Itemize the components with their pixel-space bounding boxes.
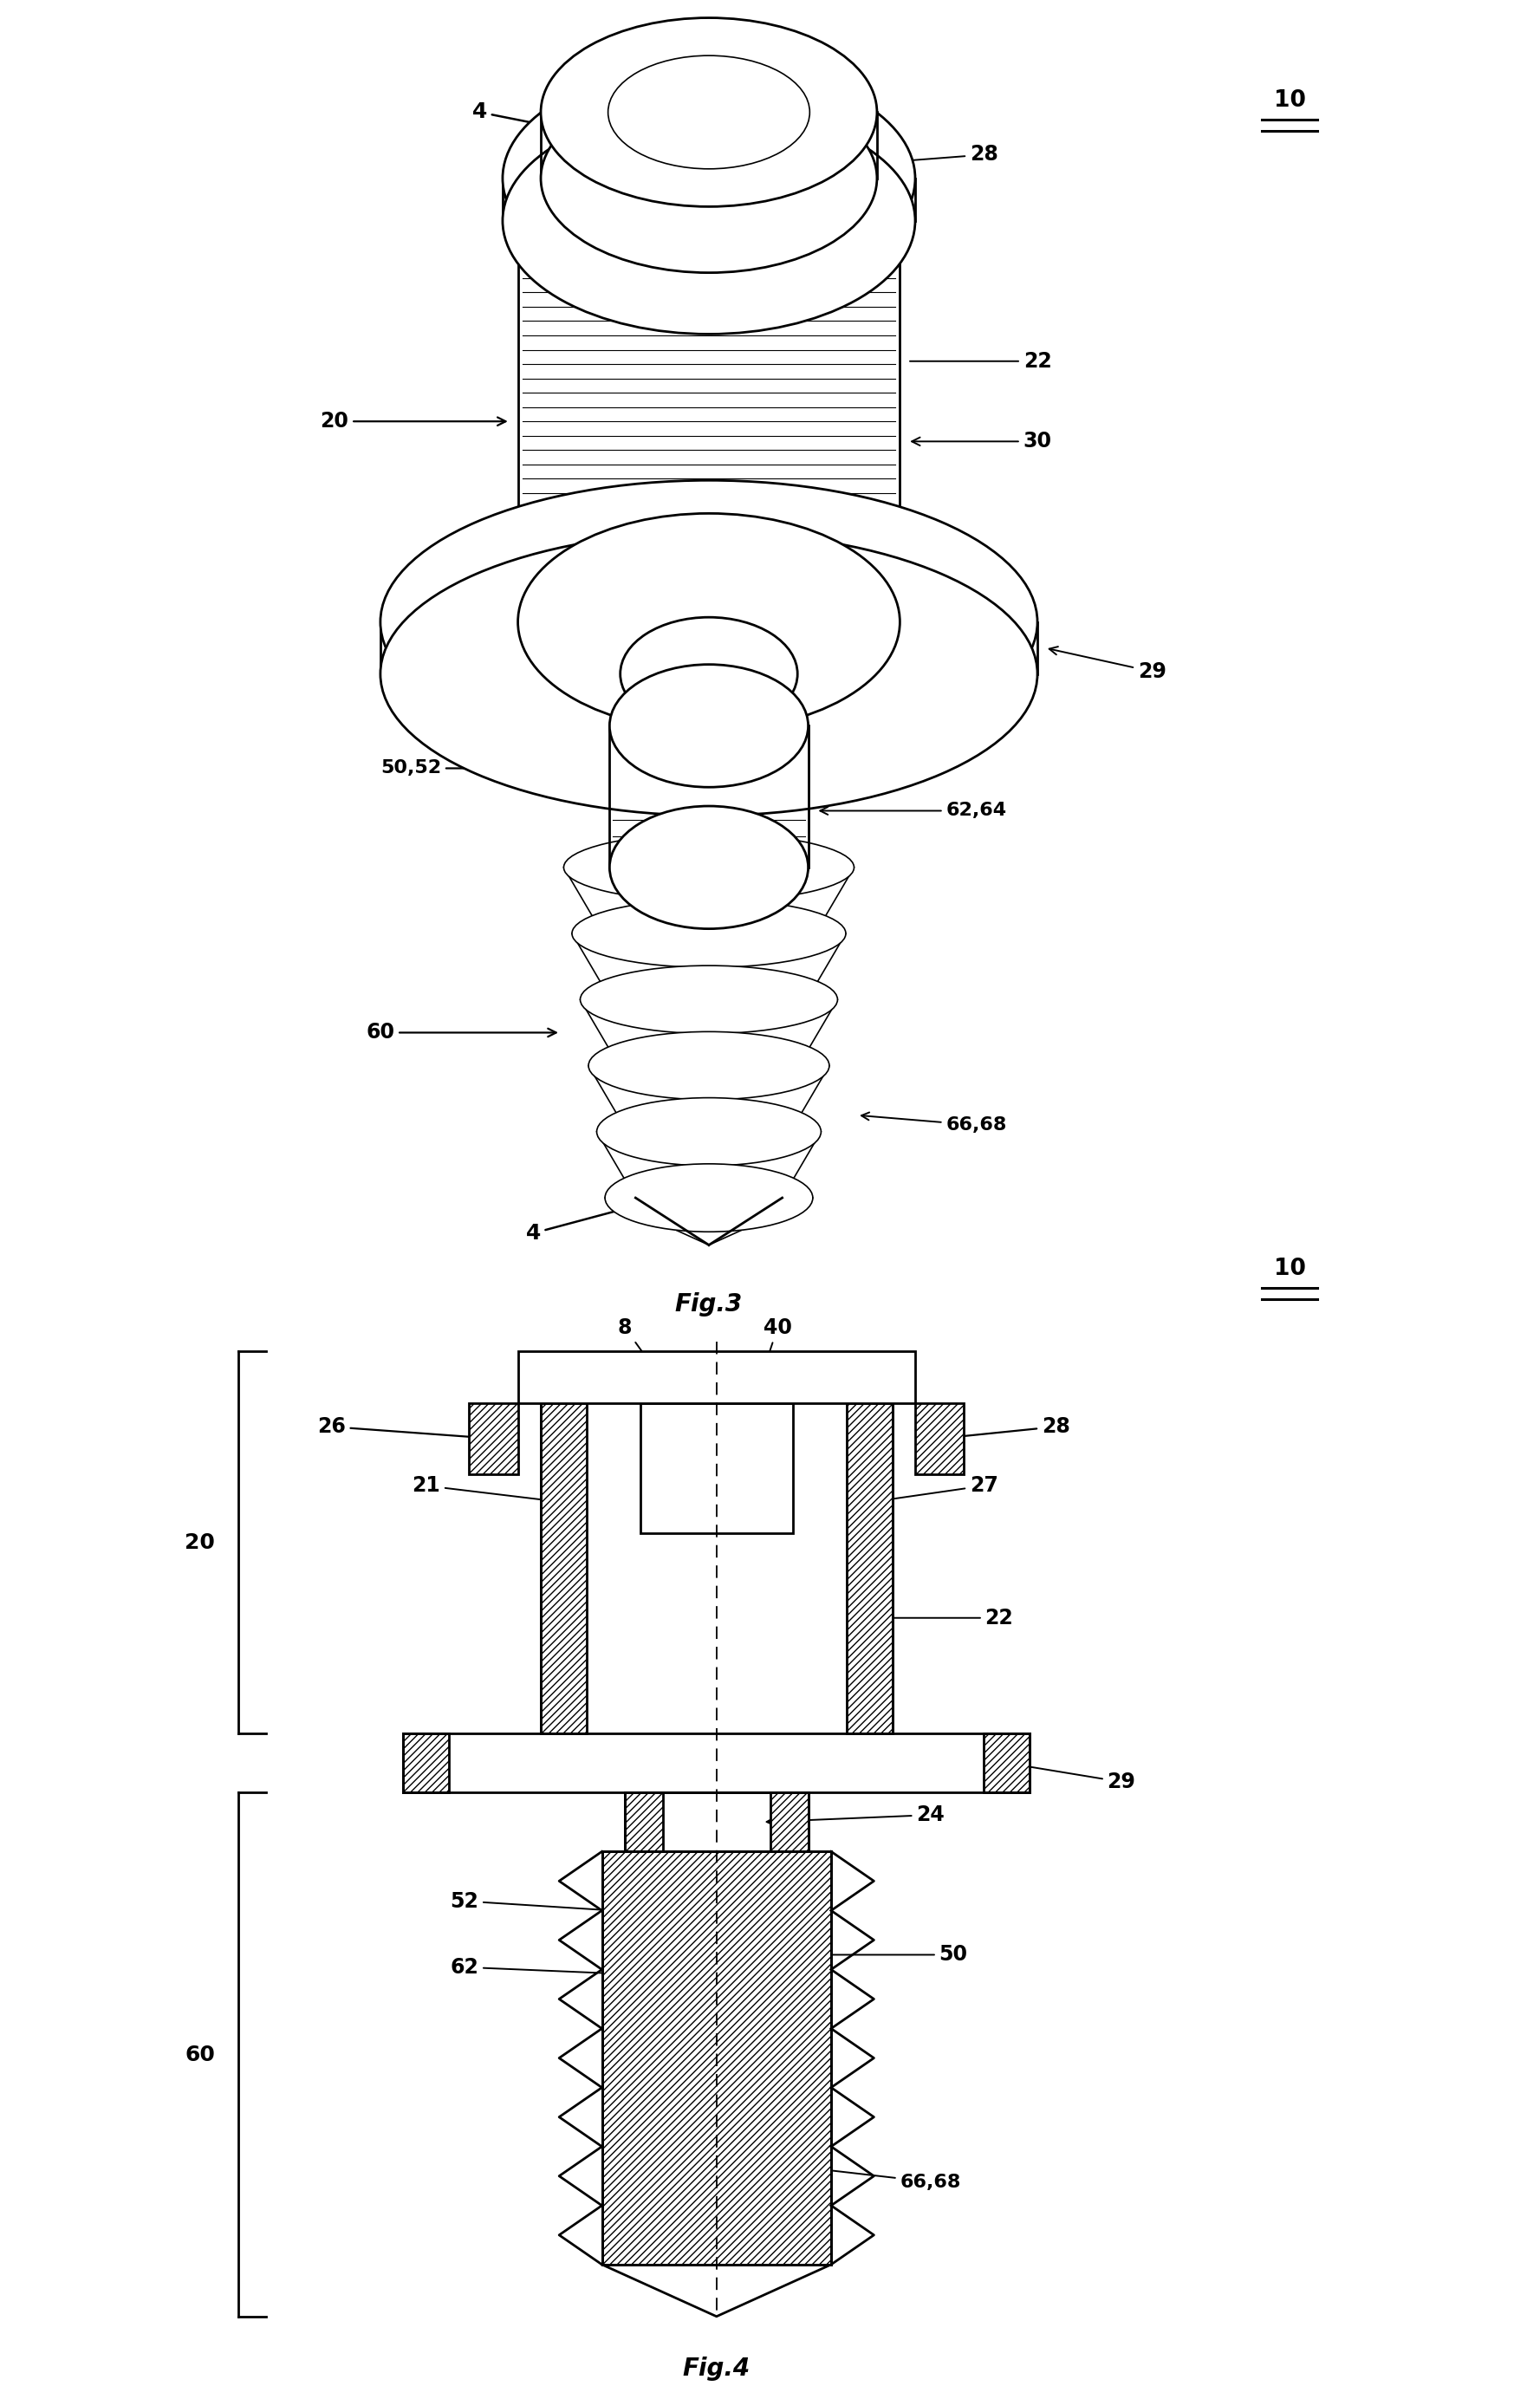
Text: 66,68: 66,68 [755, 2159, 961, 2190]
Bar [541, 1403, 587, 1735]
Bar [770, 1792, 809, 1852]
Text: 27: 27 [873, 1475, 998, 1506]
Ellipse shape [571, 900, 845, 966]
Ellipse shape [380, 532, 1038, 816]
Bar [403, 1735, 450, 1792]
Text: 52: 52 [450, 1890, 654, 1916]
Text: 4: 4 [473, 103, 618, 143]
Ellipse shape [517, 112, 899, 329]
Ellipse shape [610, 663, 808, 787]
Text: 10: 10 [1274, 88, 1306, 112]
Text: 50,52: 50,52 [380, 759, 598, 778]
Text: Fig.4: Fig.4 [682, 2357, 750, 2381]
Text: 4: 4 [525, 1203, 644, 1243]
Ellipse shape [502, 64, 915, 291]
Ellipse shape [610, 806, 808, 928]
Ellipse shape [608, 55, 810, 169]
Text: 40: 40 [739, 1317, 792, 1439]
Ellipse shape [596, 1098, 821, 1167]
Ellipse shape [517, 513, 899, 730]
Text: 29: 29 [1012, 1761, 1135, 1792]
Text: 28: 28 [896, 143, 998, 165]
Text: 30: 30 [912, 432, 1052, 451]
Text: 62,64: 62,64 [821, 802, 1007, 818]
Text: 29: 29 [1049, 647, 1166, 682]
Ellipse shape [605, 1164, 813, 1231]
Text: 62: 62 [450, 1957, 654, 1978]
Text: 20: 20 [185, 1532, 216, 1553]
Ellipse shape [581, 966, 838, 1033]
Text: 22: 22 [873, 1608, 1013, 1627]
Text: Fig.3: Fig.3 [675, 1291, 742, 1317]
Text: 26: 26 [317, 1417, 488, 1441]
Text: 10: 10 [1274, 1257, 1306, 1279]
Bar [915, 1403, 964, 1475]
Ellipse shape [541, 84, 876, 272]
Ellipse shape [380, 480, 1038, 764]
Ellipse shape [588, 1031, 829, 1100]
Text: 21: 21 [625, 110, 668, 150]
Text: 60: 60 [185, 2045, 216, 2064]
Text: 8: 8 [618, 1317, 715, 1451]
Ellipse shape [541, 17, 876, 208]
Text: 50: 50 [778, 1945, 967, 1966]
Bar [517, 1350, 915, 1403]
Bar [602, 1852, 832, 2264]
Text: 66,68: 66,68 [861, 1112, 1007, 1133]
Bar [847, 1403, 892, 1735]
Ellipse shape [621, 668, 798, 783]
Text: 20: 20 [320, 410, 505, 432]
Bar [641, 1403, 793, 1532]
Text: 22: 22 [910, 351, 1052, 372]
Bar [984, 1735, 1030, 1792]
Text: 27: 27 [758, 110, 799, 146]
Ellipse shape [621, 618, 798, 730]
Bar [587, 1403, 847, 1735]
Text: 24: 24 [767, 1804, 944, 1825]
Ellipse shape [564, 833, 855, 902]
Text: 28: 28 [944, 1417, 1070, 1441]
Text: 21: 21 [413, 1475, 559, 1506]
Bar [625, 1792, 664, 1852]
Ellipse shape [502, 107, 915, 334]
Bar [470, 1403, 517, 1475]
Text: 60: 60 [367, 1021, 556, 1043]
